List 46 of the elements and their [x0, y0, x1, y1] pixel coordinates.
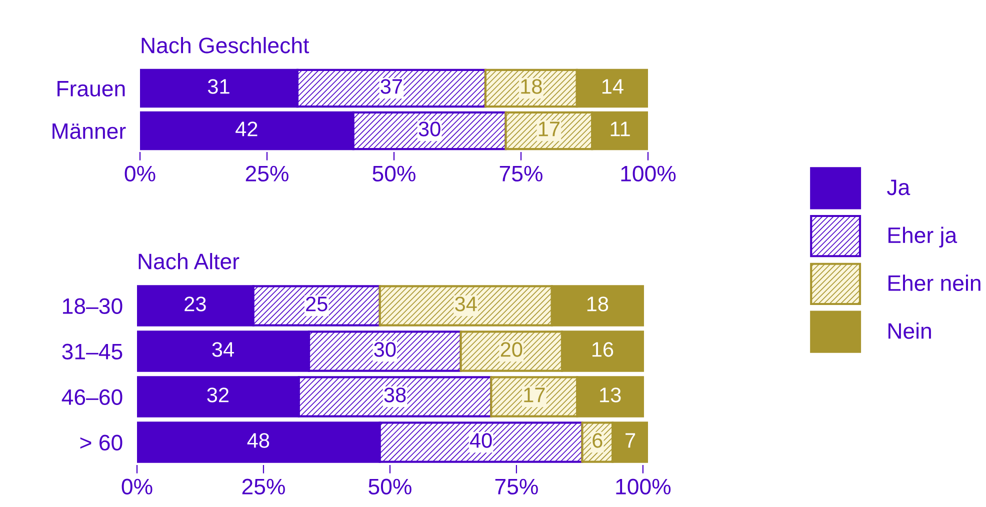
data-label: 14	[602, 79, 624, 94]
legend-label: Eher nein	[888, 274, 980, 291]
data-label: 20	[500, 342, 522, 357]
y-tick-label: Männer	[52, 124, 126, 140]
x-tick-label: 75%	[500, 166, 542, 182]
x-tick-label: 0%	[124, 166, 156, 182]
data-label: 34	[455, 296, 477, 312]
legend-label: Ja	[887, 180, 910, 196]
x-tick-label: 50%	[368, 478, 412, 495]
x-tick-label: 25%	[246, 166, 288, 182]
data-label: 18	[587, 296, 608, 312]
y-tick-label: 31–45	[62, 344, 122, 360]
data-label: 42	[236, 122, 258, 136]
data-label: 30	[418, 122, 440, 136]
y-tick-label: Frauen	[58, 81, 125, 97]
data-label: 38	[384, 388, 406, 402]
y-tick-label: > 60	[80, 434, 122, 451]
data-label: 30	[374, 342, 396, 357]
data-label: 16	[592, 342, 614, 357]
data-label: 25	[306, 296, 328, 312]
data-label: 17	[538, 122, 560, 136]
data-label: 6	[592, 433, 602, 448]
y-tick-label: 18–30	[63, 298, 122, 314]
data-label: 13	[600, 388, 621, 402]
data-label: 31	[208, 79, 230, 94]
x-tick-label: 75%	[495, 478, 538, 495]
legend-label: Nein	[888, 322, 931, 339]
data-label: 34	[212, 342, 234, 357]
chart-title: Nach Geschlecht	[142, 37, 310, 54]
x-tick-label: 100%	[616, 478, 671, 495]
x-tick-label: 0%	[122, 478, 152, 495]
chart-title: Nach Alter	[138, 253, 240, 270]
data-label: 37	[380, 79, 402, 94]
data-label: 18	[521, 79, 542, 94]
data-label: 32	[207, 388, 228, 402]
data-label: 23	[184, 296, 206, 312]
data-label: 48	[247, 433, 270, 448]
x-tick-label: 50%	[372, 166, 416, 182]
x-tick-label: 25%	[242, 478, 285, 495]
legend-label: Eher ja	[888, 226, 958, 248]
y-tick-label: 46–60	[62, 389, 122, 406]
data-label: 11	[610, 122, 630, 136]
data-label: 40	[470, 433, 492, 448]
x-tick-label: 100%	[621, 166, 676, 182]
data-label: 7	[626, 433, 636, 448]
data-label: 17	[524, 388, 545, 402]
